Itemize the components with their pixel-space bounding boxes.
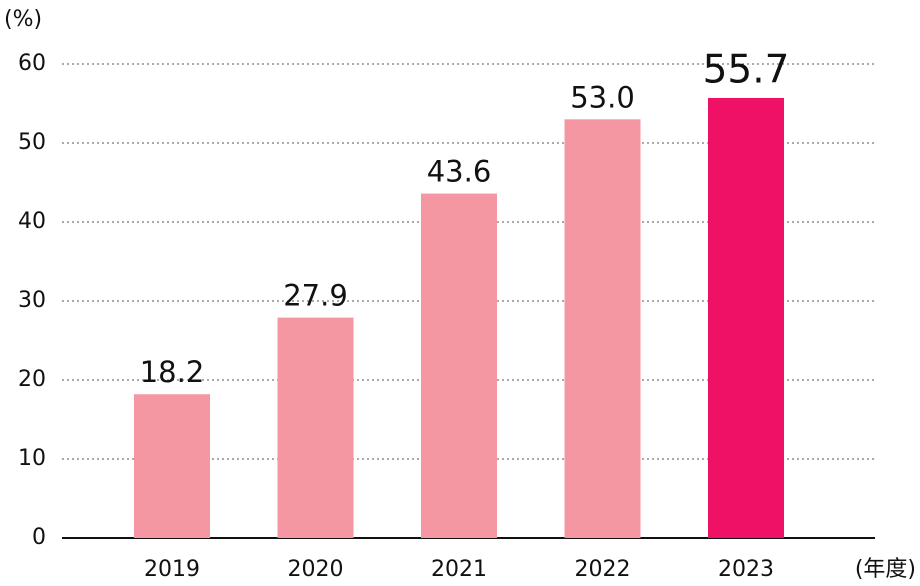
y-tick-label: 50 [18, 130, 46, 155]
value-label: 27.9 [283, 279, 348, 313]
value-label: 43.6 [427, 155, 492, 189]
bar [564, 119, 641, 539]
y-tick-label: 10 [18, 446, 46, 471]
bar [277, 317, 354, 538]
y-axis-label: (%) [4, 7, 42, 32]
y-tick-label: 60 [18, 51, 46, 76]
x-tick-label: 2022 [575, 557, 631, 582]
y-tick-label: 40 [18, 209, 46, 234]
value-label: 18.2 [140, 355, 205, 389]
x-tick-label: 2023 [718, 557, 774, 582]
x-tick-label: 2019 [144, 557, 200, 582]
x-tick-label: 2020 [288, 557, 344, 582]
y-tick-label: 20 [18, 367, 46, 392]
y-tick-label: 0 [32, 525, 46, 550]
y-tick-label: 30 [18, 288, 46, 313]
x-axis-label: (年度) [855, 557, 916, 582]
bar [708, 97, 784, 538]
bar [421, 193, 497, 538]
x-tick-label: 2021 [431, 557, 487, 582]
value-label: 55.7 [703, 47, 790, 92]
value-label: 53.0 [570, 80, 635, 114]
bar [134, 394, 210, 538]
